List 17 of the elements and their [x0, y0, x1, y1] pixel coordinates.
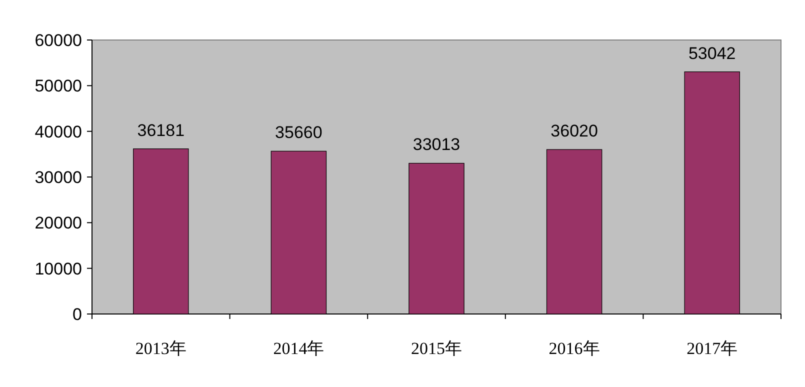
x-tick-label: 2016年 — [548, 339, 600, 358]
data-label: 35660 — [275, 123, 322, 142]
y-tick-label: 30000 — [34, 168, 82, 187]
data-label: 36020 — [550, 122, 598, 141]
y-tick-label: 0 — [72, 305, 82, 324]
y-tick-label: 10000 — [34, 259, 82, 278]
y-tick-label: 60000 — [34, 31, 82, 50]
x-tick-label: 2014年 — [273, 339, 324, 358]
y-tick-label: 40000 — [34, 122, 82, 142]
y-tick-label: 50000 — [34, 76, 82, 96]
x-tick-label: 2013年 — [135, 339, 186, 358]
y-tick-label: 20000 — [34, 214, 82, 233]
x-tick-label: 2017年 — [686, 339, 738, 358]
data-label: 53042 — [688, 44, 736, 63]
data-label: 33013 — [412, 135, 460, 154]
data-label: 36181 — [137, 120, 185, 140]
x-tick-label: 2015年 — [411, 339, 462, 358]
